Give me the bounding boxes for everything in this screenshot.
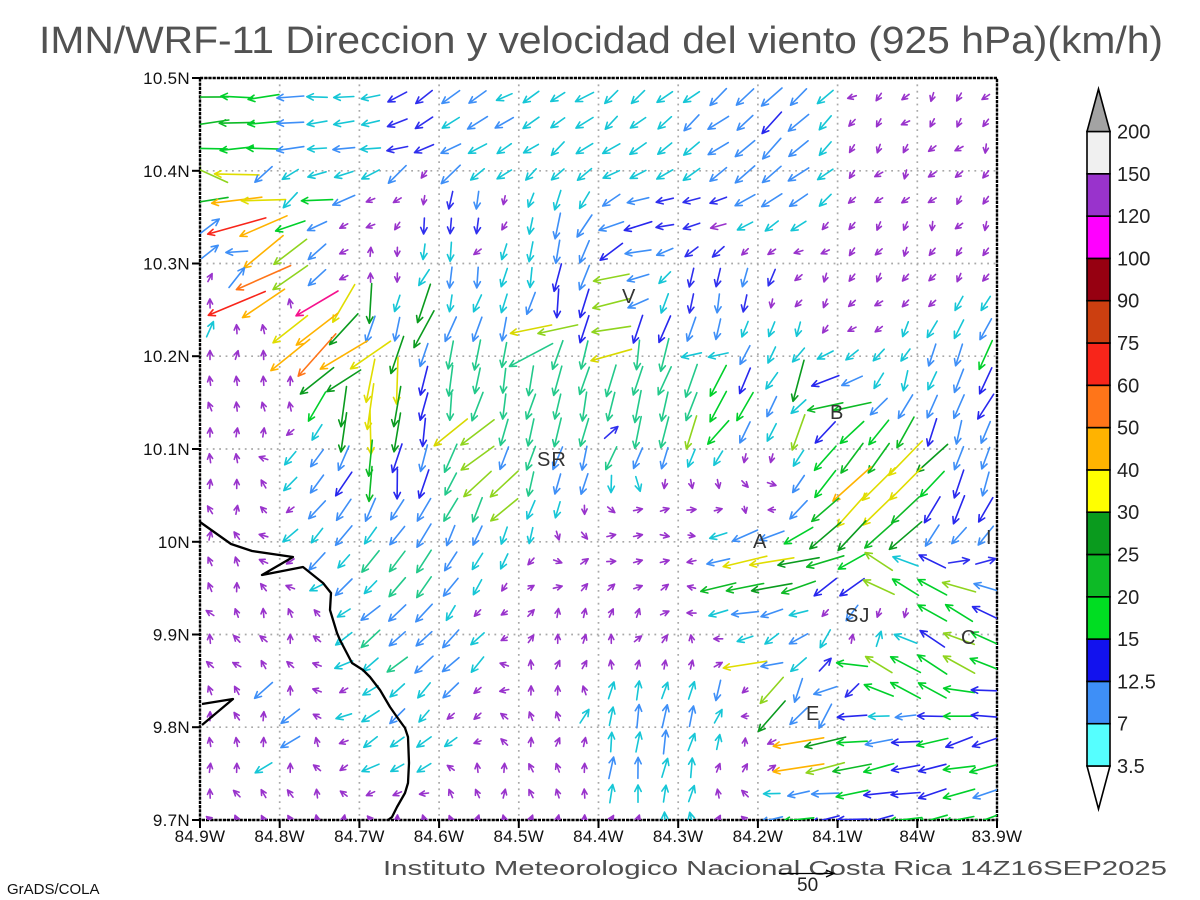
- svg-text:SR: SR: [537, 449, 567, 471]
- svg-text:IMN/WRF-11 Direccion y velocid: IMN/WRF-11 Direccion y velocidad del vie…: [39, 20, 1163, 62]
- svg-text:Instituto Meteorologico Nacion: Instituto Meteorologico Nacional Costa R…: [383, 858, 1167, 880]
- svg-text:10.4N: 10.4N: [143, 162, 190, 181]
- svg-text:50: 50: [1117, 418, 1139, 440]
- svg-text:3.5: 3.5: [1117, 756, 1145, 778]
- svg-text:84.3W: 84.3W: [653, 827, 704, 846]
- svg-text:9.9N: 9.9N: [153, 626, 190, 645]
- svg-text:30: 30: [1117, 502, 1139, 524]
- svg-text:120: 120: [1117, 206, 1150, 228]
- svg-text:50: 50: [797, 875, 818, 896]
- svg-text:100: 100: [1117, 248, 1150, 270]
- svg-text:10.5N: 10.5N: [143, 69, 190, 88]
- svg-text:I: I: [986, 527, 993, 549]
- svg-text:7: 7: [1117, 714, 1128, 736]
- svg-text:84.4W: 84.4W: [573, 827, 624, 846]
- svg-text:75: 75: [1117, 333, 1139, 355]
- svg-text:84.6W: 84.6W: [414, 827, 465, 846]
- svg-text:10.2N: 10.2N: [143, 347, 190, 366]
- svg-text:84.1W: 84.1W: [812, 827, 863, 846]
- svg-text:GrADS/COLA: GrADS/COLA: [7, 881, 100, 898]
- svg-text:15: 15: [1117, 629, 1139, 651]
- svg-text:C: C: [961, 627, 976, 649]
- svg-text:60: 60: [1117, 375, 1139, 397]
- svg-text:10.1N: 10.1N: [143, 440, 190, 459]
- svg-text:90: 90: [1117, 291, 1139, 313]
- svg-text:150: 150: [1117, 164, 1150, 186]
- svg-text:84.9W: 84.9W: [175, 827, 226, 846]
- svg-text:E: E: [806, 703, 820, 725]
- svg-text:84W: 84W: [899, 827, 935, 846]
- svg-text:9.7N: 9.7N: [153, 811, 190, 830]
- svg-text:20: 20: [1117, 587, 1139, 609]
- svg-text:84.7W: 84.7W: [334, 827, 385, 846]
- svg-text:84.5W: 84.5W: [493, 827, 544, 846]
- svg-text:SJ: SJ: [845, 605, 870, 627]
- svg-text:25: 25: [1117, 545, 1139, 567]
- svg-text:V: V: [622, 286, 636, 308]
- svg-text:B: B: [830, 402, 844, 424]
- svg-text:10.3N: 10.3N: [143, 255, 190, 274]
- svg-text:84.8W: 84.8W: [254, 827, 305, 846]
- svg-text:9.8N: 9.8N: [153, 718, 190, 737]
- svg-text:12.5: 12.5: [1117, 671, 1156, 693]
- svg-text:40: 40: [1117, 460, 1139, 482]
- svg-text:A: A: [753, 531, 767, 553]
- svg-text:84.2W: 84.2W: [733, 827, 784, 846]
- svg-text:10N: 10N: [158, 533, 190, 552]
- svg-text:200: 200: [1117, 122, 1150, 144]
- svg-text:83.9W: 83.9W: [972, 827, 1023, 846]
